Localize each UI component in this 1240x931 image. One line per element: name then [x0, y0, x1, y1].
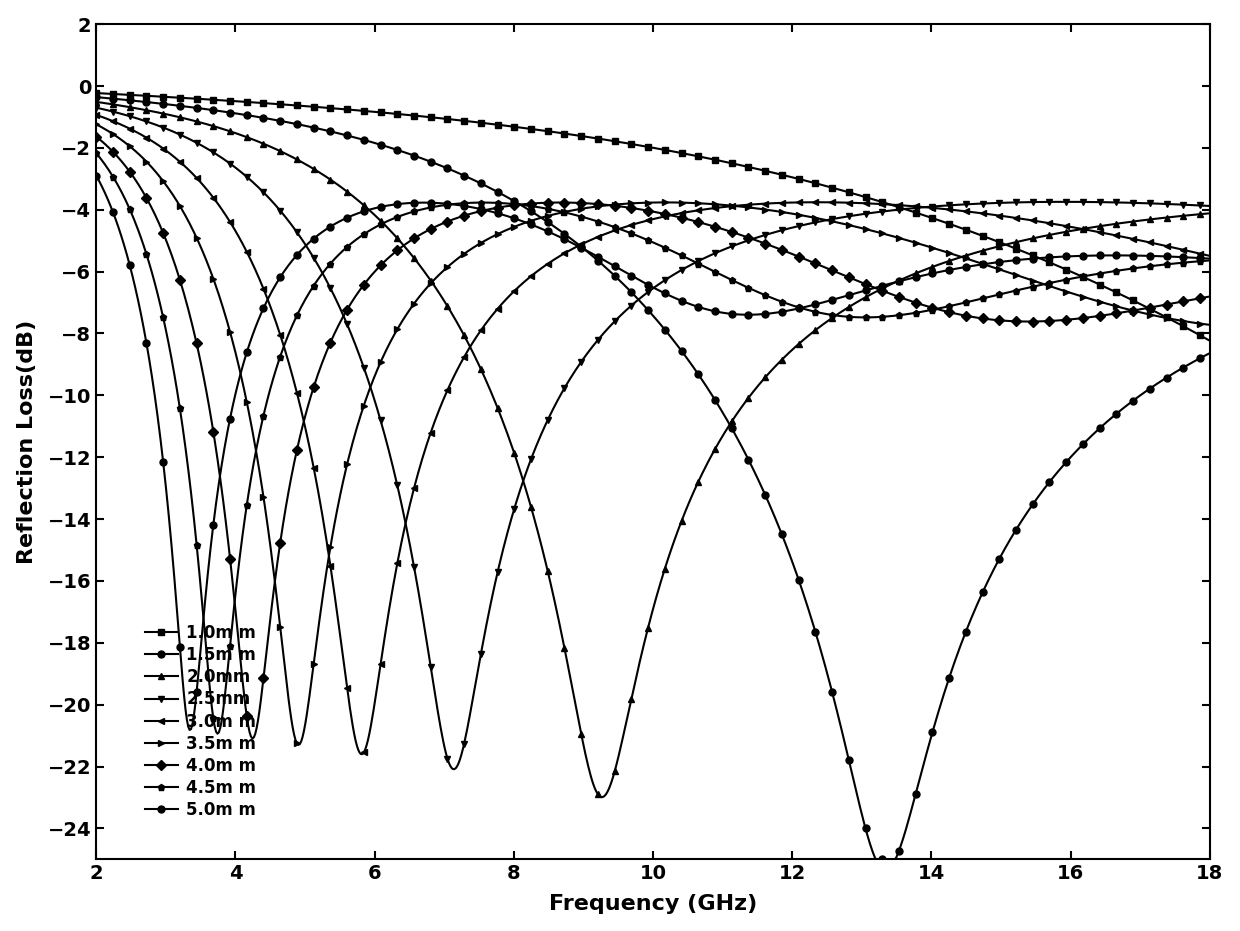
1.0m m	[799, 175, 813, 186]
1.0m m	[934, 215, 949, 226]
1.5m m	[1203, 347, 1218, 358]
1.0m m	[1203, 335, 1218, 346]
Line: 2.0mm: 2.0mm	[93, 99, 1213, 801]
2.0mm	[157, 108, 172, 119]
Line: 1.0m m: 1.0m m	[93, 89, 1213, 344]
4.5m m	[737, 280, 751, 291]
Line: 4.5m m: 4.5m m	[93, 150, 1213, 737]
X-axis label: Frequency (GHz): Frequency (GHz)	[549, 895, 758, 914]
5.0m m	[89, 170, 104, 182]
1.5m m	[799, 595, 813, 606]
4.5m m	[157, 318, 172, 330]
5.0m m	[1049, 251, 1064, 263]
4.0m m	[737, 231, 751, 242]
4.0m m	[935, 304, 950, 316]
4.0m m	[157, 231, 172, 242]
1.5m m	[765, 506, 780, 517]
4.5m m	[1203, 255, 1218, 266]
4.0m m	[246, 733, 260, 744]
3.5m m	[800, 210, 815, 222]
2.5mm	[737, 236, 751, 248]
2.5mm	[935, 200, 950, 211]
2.5mm	[766, 227, 781, 238]
4.5m m	[1049, 276, 1064, 287]
2.0mm	[89, 96, 104, 107]
3.5m m	[157, 178, 172, 189]
5.0m m	[737, 309, 751, 320]
1.0m m	[1048, 259, 1063, 270]
4.0m m	[89, 131, 104, 142]
3.5m m	[291, 739, 306, 750]
4.5m m	[935, 303, 950, 314]
4.0m m	[1049, 315, 1064, 326]
4.0m m	[766, 241, 781, 252]
2.0mm	[800, 331, 815, 343]
Line: 1.5m m: 1.5m m	[93, 94, 1213, 863]
Line: 3.5m m: 3.5m m	[93, 121, 1213, 749]
2.0mm	[595, 791, 610, 803]
5.0m m	[157, 469, 172, 480]
2.0mm	[766, 363, 781, 374]
2.0mm	[737, 398, 751, 409]
3.5m m	[1049, 283, 1064, 294]
3.0m m	[935, 203, 950, 214]
2.0mm	[935, 258, 950, 269]
3.5m m	[935, 245, 950, 256]
1.0m m	[157, 91, 172, 102]
5.0m m	[935, 265, 950, 277]
4.0m m	[1203, 290, 1218, 302]
1.5m m	[735, 443, 750, 454]
Line: 5.0m m: 5.0m m	[93, 172, 1213, 734]
3.0m m	[89, 109, 104, 120]
5.0m m	[766, 307, 781, 318]
Y-axis label: Reflection Loss(dB): Reflection Loss(dB)	[16, 319, 37, 564]
2.5mm	[157, 123, 172, 134]
2.0mm	[1049, 228, 1064, 239]
Line: 3.0m m: 3.0m m	[93, 112, 1213, 758]
1.5m m	[1049, 468, 1064, 479]
1.5m m	[89, 91, 104, 102]
3.5m m	[766, 205, 781, 216]
5.0m m	[800, 301, 815, 312]
3.5m m	[1203, 319, 1218, 331]
3.0m m	[1203, 250, 1218, 262]
4.5m m	[766, 293, 781, 304]
1.5m m	[935, 694, 950, 705]
2.5mm	[446, 763, 461, 775]
5.0m m	[182, 724, 197, 735]
5.0m m	[1203, 253, 1218, 264]
Line: 4.0m m: 4.0m m	[93, 133, 1213, 742]
1.0m m	[89, 88, 104, 99]
3.0m m	[800, 196, 815, 208]
1.0m m	[765, 167, 780, 178]
3.0m m	[737, 199, 751, 210]
Line: 2.5mm: 2.5mm	[93, 104, 1213, 773]
4.5m m	[89, 148, 104, 159]
3.5m m	[737, 201, 751, 212]
4.5m m	[800, 304, 815, 316]
1.5m m	[869, 854, 884, 865]
2.5mm	[800, 219, 815, 230]
3.0m m	[1049, 219, 1064, 230]
3.0m m	[157, 144, 172, 155]
2.5mm	[1203, 200, 1218, 211]
3.0m m	[766, 197, 781, 209]
2.5mm	[89, 102, 104, 114]
4.5m m	[210, 728, 224, 739]
1.0m m	[735, 160, 750, 171]
1.5m m	[157, 99, 172, 110]
Legend: 1.0m m, 1.5m m, 2.0mm, 2.5mm, 3.0m m, 3.5m m, 4.0m m, 4.5m m, 5.0m m: 1.0m m, 1.5m m, 2.0mm, 2.5mm, 3.0m m, 3.…	[138, 617, 263, 826]
2.0mm	[1203, 208, 1218, 219]
3.5m m	[89, 119, 104, 130]
2.5mm	[1049, 196, 1064, 208]
4.0m m	[800, 254, 815, 265]
3.0m m	[353, 749, 368, 760]
